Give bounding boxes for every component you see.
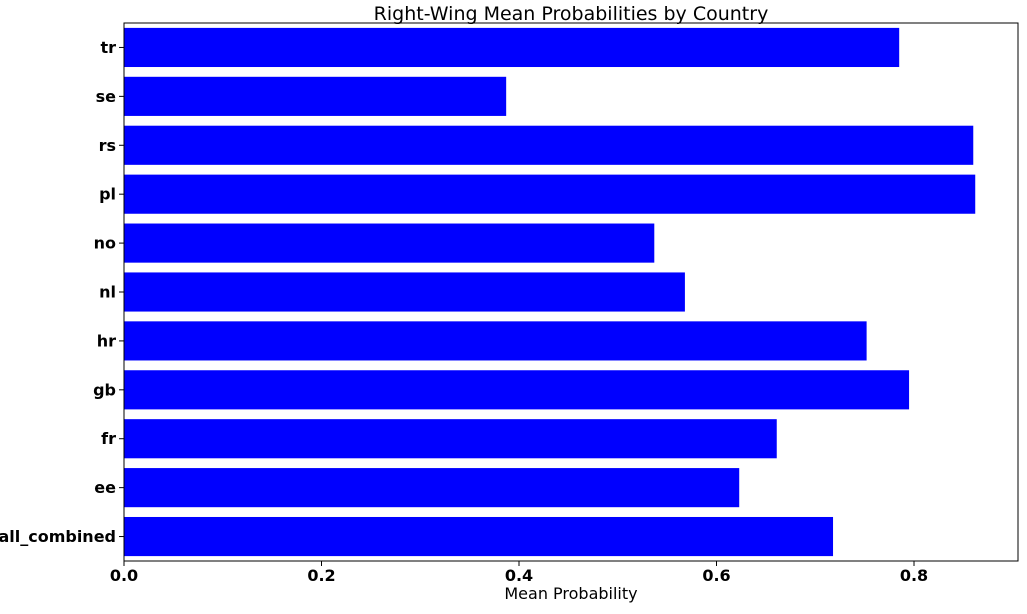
bar-fr [124,419,777,459]
x-tick-label: 0.4 [505,566,533,585]
bar-gb [124,370,910,410]
y-tick-label: se [96,87,117,106]
plot-frame [123,22,1019,562]
y-tick-label: ee [94,478,116,497]
bar-no [124,223,655,263]
bar-ee [124,468,740,508]
y-tick-label: pl [99,185,116,204]
y-tick-label: fr [101,429,116,448]
x-tick-label: 0.0 [110,566,138,585]
y-tick-label: hr [97,331,116,350]
bars-group [124,27,976,557]
bar-pl [124,174,976,214]
y-axis-ticks: all_combined ee fr gb hr nl no pl rs se tr [0,38,124,546]
y-tick-label: no [94,234,116,253]
x-tick-label: 0.8 [900,566,928,585]
bar-all_combined [124,516,834,557]
y-tick-label: tr [100,38,116,57]
x-axis-label: Mean Probability [504,584,637,603]
bar-hr [124,321,867,361]
bar-nl [124,272,685,312]
chart-title: Right-Wing Mean Probabilities by Country [374,3,769,25]
x-tick-label: 0.6 [702,566,730,585]
y-tick-label: gb [93,380,116,399]
y-tick-label: nl [99,283,116,302]
bar-se [124,76,507,116]
x-tick-label: 0.2 [307,566,335,585]
bar-tr [124,27,900,68]
x-axis-ticks: 0.0 0.2 0.4 0.6 0.8 [110,561,928,585]
y-tick-label: rs [99,136,116,155]
bar-rs [124,125,974,165]
y-tick-label: all_combined [0,527,116,546]
